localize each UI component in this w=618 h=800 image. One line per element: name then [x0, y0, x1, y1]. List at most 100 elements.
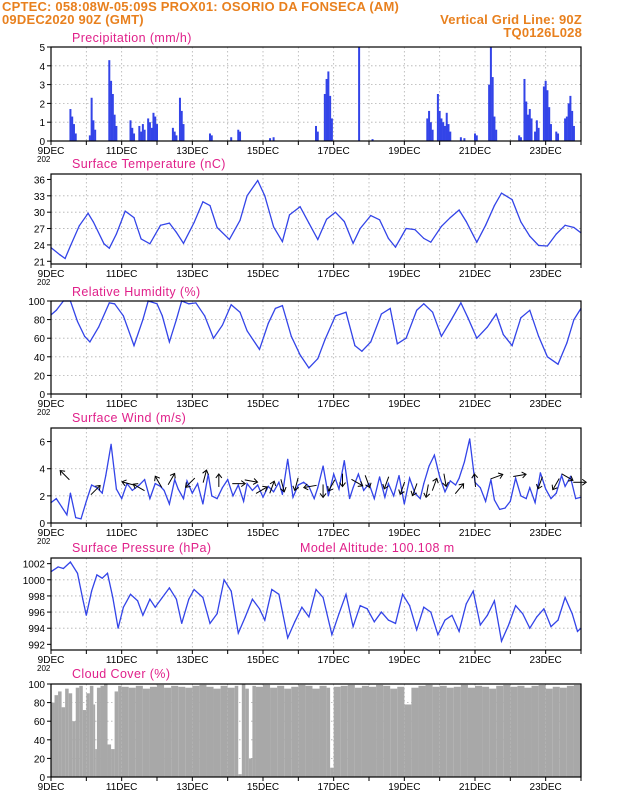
series-point [564, 224, 566, 226]
wind-direction-arrow [319, 484, 327, 499]
series-point [409, 605, 411, 607]
series-point [345, 311, 347, 313]
series-point [76, 572, 79, 574]
panel-frame [50, 683, 582, 778]
series-point [262, 496, 264, 498]
cloud-cover-bar [284, 688, 292, 777]
series-point [543, 608, 545, 610]
series-point [267, 485, 269, 487]
precip-bar [555, 131, 558, 141]
wind-direction-arrow [154, 475, 163, 488]
wind-direction-arrow [431, 477, 439, 491]
cloud-cover-bar [121, 686, 129, 777]
precip-bar [113, 114, 116, 141]
series-point [64, 257, 66, 260]
series-point [223, 579, 225, 581]
series-point [258, 348, 261, 350]
precip-bar [443, 125, 446, 141]
cloud-cover-bar [248, 758, 253, 777]
series-point [258, 608, 261, 610]
series-point [465, 220, 467, 223]
series-point [188, 303, 190, 305]
wind-direction-arrow [121, 479, 135, 487]
y-tick-label: 30 [34, 208, 46, 219]
precip-bar [488, 84, 491, 141]
y-tick-label: 36 [34, 175, 46, 186]
x-tick-label: 9DEC [38, 528, 65, 539]
wind-direction-arrow [280, 479, 287, 493]
wind-direction-arrow [382, 476, 390, 490]
cloud-cover-bar [397, 686, 405, 777]
series-point [322, 465, 324, 467]
series-point [271, 588, 273, 591]
cloud-cover-bar [104, 684, 108, 777]
series-point [440, 335, 443, 337]
x-tick-label: 13DEC [176, 399, 208, 410]
precip-bar [173, 131, 176, 141]
series-point [387, 483, 390, 485]
precip-bar [549, 124, 552, 141]
cloud-cover-bar [238, 774, 242, 777]
x-tick-label: 9DEC [38, 782, 65, 793]
series-point [230, 304, 232, 306]
x-tick-label: 11DEC [106, 269, 138, 280]
series-point [569, 476, 572, 478]
series-point [529, 627, 531, 629]
precip-bar [182, 124, 185, 141]
series-point [124, 210, 126, 212]
cloud-cover-bar [157, 684, 165, 777]
series-point [338, 613, 340, 615]
wind-direction-arrow [215, 473, 223, 487]
series-point [500, 640, 503, 642]
cloud-cover-bar [111, 749, 115, 777]
cloud-cover-bar [213, 688, 221, 777]
series-point [149, 243, 151, 245]
x-tick-label: 13DEC [176, 269, 208, 280]
y-tick-label: 2 [39, 99, 45, 110]
series-point [202, 201, 204, 203]
x-tick-label: 23DEC [530, 269, 562, 280]
y-tick-label: 100 [28, 680, 45, 691]
y-tick-label: 996 [28, 608, 45, 619]
series-point [449, 320, 451, 323]
series-point [557, 363, 559, 365]
series-point [227, 478, 229, 481]
panel-1: 0 1 2 3 4 5 9DEC 11DEC 13DEC 15DEC 17DEC 19DEC 21DEC… [37, 31, 582, 164]
x-tick-label: 9DEC [38, 269, 65, 280]
series-point [112, 596, 114, 599]
precip-bar [429, 122, 432, 141]
cloud-cover-bar [432, 686, 440, 777]
wind-direction-arrow [292, 477, 299, 492]
x-tick-label: 9DEC [38, 655, 65, 666]
series-point [246, 195, 248, 197]
wind-direction-arrow [442, 473, 449, 488]
series-point [96, 574, 98, 576]
series-point [294, 621, 296, 623]
precip-bar [178, 97, 181, 141]
series-point [476, 337, 478, 339]
series-point [149, 598, 151, 600]
precip-bar [180, 110, 183, 141]
series-point [230, 590, 232, 592]
series-point [359, 227, 361, 230]
series-point [299, 354, 301, 356]
x-tick-label: 15DEC [247, 269, 279, 280]
series-point [264, 619, 266, 621]
cloud-cover-bar [220, 685, 228, 777]
x-tick-label: 19DEC [388, 399, 420, 410]
cloud-cover-bar [100, 685, 104, 777]
series-point [91, 590, 93, 592]
cloud-cover-bar [439, 685, 447, 777]
series-point [423, 303, 425, 305]
series-point [485, 224, 487, 226]
series-point [560, 474, 563, 477]
series-point [69, 492, 72, 494]
wind-direction-arrow [471, 473, 479, 487]
series-point [197, 483, 199, 485]
series-point [389, 307, 391, 310]
series-point [142, 614, 144, 616]
x-tick-label: 23DEC [530, 782, 562, 793]
panel-title: Cloud Cover (%) [72, 667, 170, 681]
series-point [322, 596, 324, 599]
precip-bar [567, 103, 570, 141]
